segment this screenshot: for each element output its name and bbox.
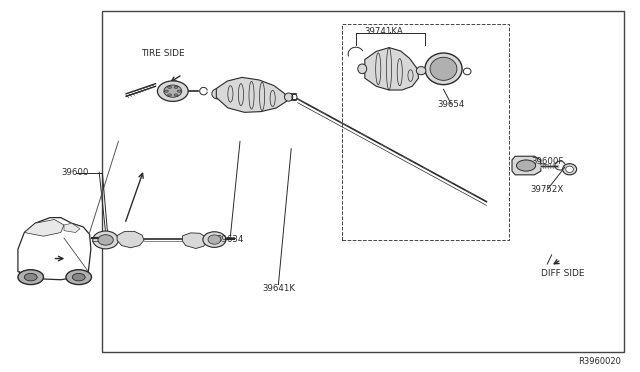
Polygon shape: [512, 156, 541, 175]
Circle shape: [24, 273, 37, 281]
Text: 39634: 39634: [217, 235, 244, 244]
Ellipse shape: [203, 232, 226, 247]
Bar: [342, 24, 509, 240]
Circle shape: [177, 90, 181, 92]
Text: 39600F: 39600F: [531, 157, 563, 166]
Ellipse shape: [566, 166, 573, 172]
Polygon shape: [182, 233, 207, 248]
Polygon shape: [117, 231, 144, 248]
Text: 39654: 39654: [438, 100, 465, 109]
Text: TIRE SIDE: TIRE SIDE: [141, 49, 185, 58]
Circle shape: [66, 270, 92, 285]
Ellipse shape: [93, 231, 118, 249]
Text: 39752X: 39752X: [531, 185, 564, 194]
Circle shape: [164, 90, 168, 92]
Text: DIFF SIDE: DIFF SIDE: [541, 269, 585, 278]
Ellipse shape: [157, 81, 188, 101]
Ellipse shape: [98, 235, 113, 245]
Bar: [102, 11, 624, 352]
Ellipse shape: [208, 235, 221, 244]
Text: 39741KA: 39741KA: [365, 27, 403, 36]
Circle shape: [18, 270, 44, 285]
Ellipse shape: [430, 57, 457, 80]
Ellipse shape: [284, 93, 293, 101]
Polygon shape: [64, 223, 80, 232]
Polygon shape: [216, 77, 287, 112]
Ellipse shape: [164, 85, 182, 97]
Ellipse shape: [358, 64, 367, 74]
Circle shape: [72, 273, 85, 281]
Circle shape: [516, 160, 536, 171]
Ellipse shape: [417, 67, 426, 75]
Text: 39600: 39600: [62, 169, 89, 177]
Polygon shape: [18, 218, 91, 280]
Polygon shape: [365, 48, 419, 90]
Circle shape: [168, 86, 172, 89]
Circle shape: [174, 86, 178, 89]
Ellipse shape: [563, 164, 577, 175]
Circle shape: [174, 94, 178, 96]
Ellipse shape: [212, 89, 223, 99]
Text: 39641K: 39641K: [262, 284, 295, 293]
Circle shape: [168, 94, 172, 96]
Text: R3960020: R3960020: [578, 357, 621, 366]
Ellipse shape: [425, 53, 462, 84]
Polygon shape: [24, 219, 64, 236]
